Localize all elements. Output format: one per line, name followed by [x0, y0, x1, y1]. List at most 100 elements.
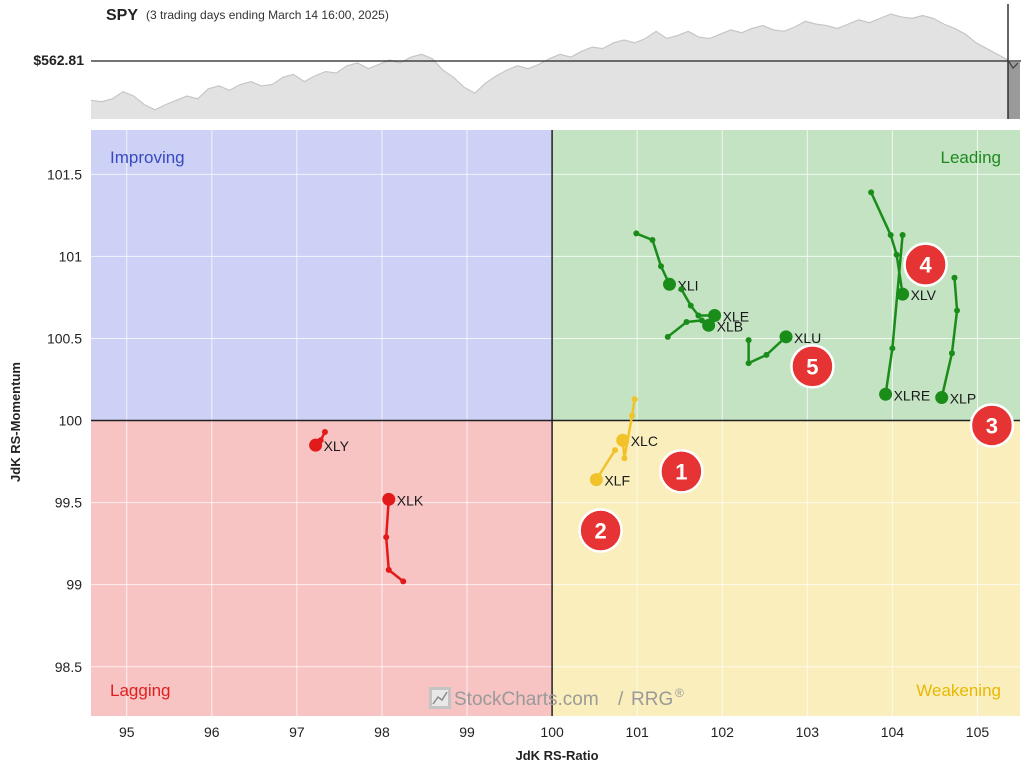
- symbol-label-xlk: XLK: [397, 492, 424, 508]
- quadrant-label-weakening: Weakening: [916, 681, 1001, 700]
- tail-head-xlu: [779, 330, 793, 344]
- y-tick-label: 101.5: [47, 166, 82, 182]
- annotation-badge-4: 4: [903, 242, 948, 287]
- tail-point: [951, 274, 958, 281]
- tail-head-xlk: [382, 492, 396, 506]
- tail-head-xlv: [896, 287, 910, 301]
- symbol-label-xlf: XLF: [604, 473, 630, 489]
- tail-point: [745, 337, 752, 344]
- x-axis-title: JdK RS-Ratio: [515, 748, 598, 762]
- tail-point: [889, 345, 896, 352]
- svg-text:/: /: [618, 689, 624, 710]
- benchmark-subtitle: (3 trading days ending March 14 16:00, 2…: [146, 8, 389, 22]
- tail-point: [633, 230, 640, 237]
- y-tick-label: 99.5: [55, 495, 82, 511]
- watermark-text: StockCharts.com: [454, 689, 599, 710]
- tail-point: [887, 232, 894, 239]
- benchmark-price-tail: [1007, 59, 1019, 70]
- quadrant-weakening: [552, 420, 1020, 716]
- tail-line-xli: [635, 232, 671, 285]
- symbol-label-xlre: XLRE: [894, 387, 931, 403]
- quadrant-improving: [91, 130, 553, 421]
- badge-number: 3: [986, 413, 998, 438]
- x-tick-label: 97: [289, 724, 305, 740]
- symbol-label-xlc: XLC: [631, 433, 658, 449]
- y-tick-labels: 98.5 99 99.5 100 100.5 101 101.5: [47, 166, 82, 674]
- watermark-reg: ®: [675, 686, 684, 700]
- tail-point: [763, 351, 770, 358]
- tail-head-xle: [708, 308, 722, 322]
- x-tick-label: 96: [204, 724, 220, 740]
- quadrant-label-leading: Leading: [940, 148, 1001, 167]
- tail-point: [629, 412, 636, 419]
- quadrant-leading: [552, 130, 1020, 421]
- y-tick-label: 98.5: [55, 659, 82, 675]
- tail-point: [687, 302, 694, 309]
- tail-xlc: XLC: [616, 396, 658, 462]
- tail-line-xlk: [384, 499, 404, 583]
- tail-xli: XLI: [633, 230, 699, 293]
- benchmark-price-line: [90, 13, 1009, 111]
- tail-point: [621, 455, 628, 462]
- tail-point: [954, 307, 961, 314]
- tail-point: [683, 319, 690, 326]
- tail-point: [664, 333, 671, 340]
- badge-number: 1: [675, 459, 687, 484]
- tail-head-xlp: [935, 391, 949, 405]
- watermark-suffix: RRG: [631, 689, 673, 710]
- y-axis-title: JdK RS-Momentum: [8, 362, 23, 482]
- tail-point: [695, 312, 702, 319]
- y-tick-label: 100.5: [47, 330, 82, 346]
- tail-line-xlp: [940, 277, 959, 398]
- x-tick-label: 101: [625, 724, 649, 740]
- annotation-badge-5: 5: [790, 344, 835, 389]
- tail-point: [899, 232, 906, 239]
- tail-point: [400, 578, 407, 585]
- x-tick-labels: 95 96 97 98 99 100 101 102 103 104 105: [119, 724, 989, 740]
- price-label: $562.81: [33, 52, 84, 68]
- benchmark-panel: SPY (3 trading days ending March 14 16:0…: [33, 2, 1021, 120]
- annotation-badge-2: 2: [578, 508, 623, 553]
- badge-number: 5: [806, 354, 818, 379]
- tail-xlp: XLP: [935, 274, 976, 407]
- tail-point: [868, 189, 875, 196]
- badge-circle: [969, 403, 1015, 448]
- badge-number: 4: [919, 253, 932, 278]
- annotation-badge-1: 1: [659, 449, 704, 494]
- x-tick-label: 95: [119, 724, 135, 740]
- y-tick-label: 101: [59, 248, 83, 264]
- symbol-label-xlv: XLV: [911, 287, 937, 303]
- x-tick-label: 102: [711, 724, 735, 740]
- tail-xlb: XLB: [664, 317, 743, 340]
- tail-head-xlf: [589, 473, 603, 487]
- y-tick-label: 100: [59, 413, 83, 429]
- tail-head-xlre: [879, 387, 893, 401]
- tail-point: [612, 447, 619, 454]
- tail-point: [657, 263, 664, 270]
- tail-xlre: XLRE: [879, 232, 930, 403]
- symbol-label-xle: XLE: [723, 308, 749, 324]
- quadrants: [91, 130, 1020, 716]
- tail-xle: XLE: [678, 286, 749, 324]
- tail-head-xlb: [702, 318, 716, 332]
- date-cursor-band: [1008, 62, 1020, 119]
- tail-line-xlu: [747, 335, 787, 365]
- tail-xlk: XLK: [382, 492, 424, 585]
- tail-head-xly: [309, 438, 323, 452]
- symbol-label-xlb: XLB: [717, 318, 743, 334]
- symbol-label-xly: XLY: [324, 438, 350, 454]
- annotation-badge-3: 3: [969, 403, 1015, 448]
- tail-head-xli: [662, 277, 676, 291]
- quadrant-labels: Improving Leading Weakening Lagging: [110, 148, 1001, 700]
- quadrant-label-lagging: Lagging: [110, 681, 171, 700]
- badge-circle: [578, 508, 623, 553]
- tail-xlf: XLF: [589, 447, 630, 489]
- annotation-badges: 1 2 3 4 5: [578, 242, 1015, 553]
- badge-circle: [790, 344, 835, 389]
- benchmark-symbol: SPY: [106, 7, 138, 24]
- x-tick-label: 98: [374, 724, 390, 740]
- center-lines: [91, 130, 1020, 716]
- y-tick-label: 99: [66, 577, 82, 593]
